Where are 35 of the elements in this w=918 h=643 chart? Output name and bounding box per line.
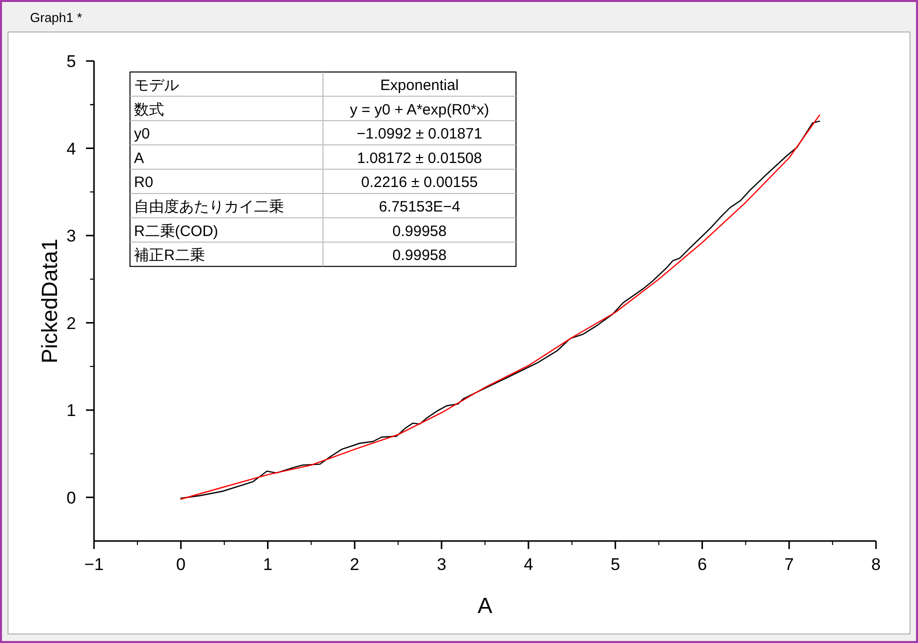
annotation: 1.08172 ± 0.01508 xyxy=(356,150,482,167)
x-tick-label: −1 xyxy=(84,555,104,574)
x-axis-title: A xyxy=(478,593,493,618)
annotation: 数式 xyxy=(134,101,164,118)
annotation: y = y0 + A*exp(R0*x) xyxy=(350,101,490,118)
x-tick-label: 2 xyxy=(350,555,360,574)
annotation: A xyxy=(134,150,144,167)
x-tick-label: 3 xyxy=(436,555,446,574)
annotation: R二乗(COD) xyxy=(134,222,218,240)
y-axis-title: PickedData1 xyxy=(37,238,62,364)
x-tick-label: 0 xyxy=(176,555,186,574)
x-tick-label: 7 xyxy=(784,555,794,574)
x-tick-label: 5 xyxy=(610,555,620,574)
y-tick-label: 4 xyxy=(66,139,76,158)
annotation: −1.0992 ± 0.01871 xyxy=(356,126,482,143)
x-tick-label: 1 xyxy=(263,555,273,574)
annotation: 0.99958 xyxy=(392,247,447,264)
annotation: Exponential xyxy=(380,77,459,94)
annotation: 自由度あたりカイ二乗 xyxy=(134,198,284,216)
annotation: y0 xyxy=(134,126,150,143)
annotation: R0 xyxy=(134,174,154,192)
x-tick-label: 8 xyxy=(871,555,881,574)
x-tick-label: 4 xyxy=(524,555,534,574)
y-tick-label: 2 xyxy=(66,314,76,333)
y-tick-label: 5 xyxy=(66,52,76,71)
annotation: 0.2216 ± 0.00155 xyxy=(361,174,478,192)
y-tick-label: 1 xyxy=(66,401,76,420)
annotation: 0.99958 xyxy=(392,222,447,240)
annotation: 補正R二乗 xyxy=(134,247,205,264)
y-tick-label: 0 xyxy=(66,488,76,508)
y-tick-label: 3 xyxy=(66,226,76,246)
annotation: 6.75153E−4 xyxy=(378,198,460,216)
x-tick-label: 6 xyxy=(697,555,707,574)
annotation: モデル xyxy=(134,77,179,94)
chart-title: Graph1 * xyxy=(30,10,82,25)
